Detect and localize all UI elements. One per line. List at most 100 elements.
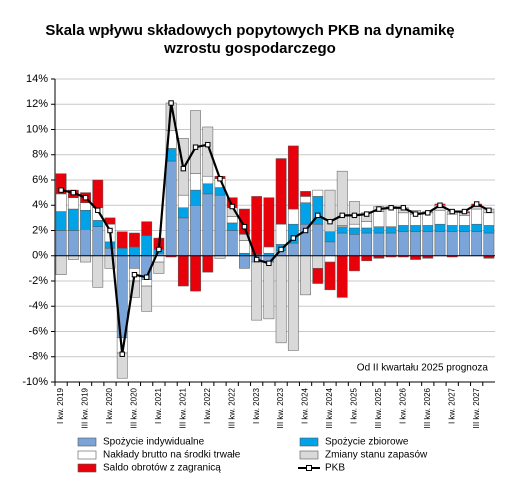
- bar: [287, 255, 299, 351]
- bar: [116, 247, 128, 257]
- bar: [385, 232, 397, 256]
- bar: [324, 255, 336, 263]
- legend-label: Spożycie zbiorowe: [325, 437, 409, 448]
- bar: [239, 255, 250, 269]
- bar: [141, 279, 153, 287]
- bar: [55, 193, 67, 212]
- annotation: Od II kwartału 2025 prognoza: [357, 363, 489, 374]
- line-marker: [143, 274, 150, 280]
- bar: [263, 261, 275, 320]
- line-marker: [437, 202, 443, 208]
- bar: [92, 179, 104, 209]
- bar: [471, 231, 483, 256]
- bar: [141, 221, 153, 236]
- y-tick-label: -6%: [28, 325, 48, 337]
- bar: [80, 255, 91, 263]
- bar: [300, 255, 311, 296]
- legend-label: Saldo obrotów z zagranicą: [103, 463, 221, 474]
- bar: [287, 242, 299, 256]
- bar: [361, 221, 373, 229]
- bar: [336, 232, 348, 256]
- legend-swatch: [299, 437, 319, 447]
- bar: [336, 255, 348, 298]
- x-tick-label: III kw. 2019: [81, 387, 90, 428]
- bar: [104, 241, 116, 249]
- line-marker: [339, 212, 345, 219]
- bar: [190, 110, 201, 174]
- bar: [202, 193, 214, 256]
- bar: [300, 191, 311, 197]
- y-tick-label: -2%: [28, 275, 48, 287]
- y-tick-label: -10%: [22, 376, 48, 388]
- bar: [336, 170, 348, 226]
- y-tick-label: 4%: [32, 199, 48, 211]
- bar: [202, 183, 214, 195]
- x-tick-label: III kw. 2025: [374, 387, 383, 428]
- line-marker: [253, 256, 260, 263]
- legend-label: PKB: [325, 463, 345, 474]
- bar: [129, 255, 140, 269]
- x-tick-label: III kw. 2022: [227, 387, 236, 428]
- x-tick-label: I kw. 2027: [447, 387, 456, 424]
- x-tick-label: I kw. 2021: [154, 387, 163, 424]
- legend-swatch: [306, 465, 312, 471]
- bar: [263, 197, 275, 248]
- bar: [80, 202, 91, 211]
- bar: [275, 255, 287, 344]
- bar: [251, 261, 263, 321]
- bar: [483, 225, 495, 234]
- line-marker: [388, 205, 394, 211]
- legend-label: Zmiany stanu zapasów: [325, 450, 428, 461]
- line-marker: [241, 224, 248, 230]
- bar: [300, 196, 311, 203]
- line-marker: [327, 218, 333, 225]
- x-tick-label: I kw. 2019: [56, 387, 65, 424]
- line-marker: [266, 260, 272, 267]
- bar: [471, 208, 483, 225]
- line-marker: [192, 144, 199, 150]
- bar: [287, 208, 299, 225]
- x-tick-label: I kw. 2020: [105, 387, 114, 424]
- bar: [226, 230, 238, 256]
- chart-title: Skala wpływu składowych popytowych PKB n…: [45, 22, 455, 57]
- line-marker: [95, 207, 101, 214]
- bar: [410, 225, 421, 233]
- bar: [80, 228, 91, 257]
- line-marker: [449, 208, 455, 215]
- bar: [324, 261, 336, 291]
- bar: [141, 235, 153, 257]
- bar: [385, 226, 397, 234]
- line-marker: [107, 227, 113, 234]
- line-marker: [217, 176, 223, 182]
- legend-swatch: [77, 437, 97, 447]
- bar: [226, 222, 238, 231]
- line-marker: [58, 187, 64, 193]
- x-tick-label: I kw. 2022: [203, 387, 212, 424]
- bar: [397, 231, 409, 256]
- legend-label: Spożycie indywidualne: [103, 437, 205, 448]
- bar: [312, 255, 324, 269]
- line-marker: [461, 208, 468, 215]
- line-marker: [486, 207, 492, 214]
- line-marker: [205, 141, 211, 148]
- line-marker: [412, 211, 419, 217]
- bar: [336, 226, 348, 234]
- bar: [116, 231, 128, 249]
- y-tick-label: -4%: [28, 300, 48, 312]
- bar: [55, 173, 67, 195]
- line-marker: [156, 246, 162, 253]
- bar: [239, 240, 250, 254]
- x-tick-label: III kw. 2023: [276, 387, 285, 428]
- bar: [67, 197, 79, 210]
- line-marker: [180, 165, 187, 172]
- bar: [165, 160, 177, 256]
- bar: [275, 158, 287, 225]
- bar: [446, 225, 458, 233]
- bar: [55, 255, 67, 275]
- bar: [67, 255, 79, 260]
- bar: [202, 175, 214, 185]
- bar: [373, 232, 385, 256]
- bar: [361, 232, 373, 256]
